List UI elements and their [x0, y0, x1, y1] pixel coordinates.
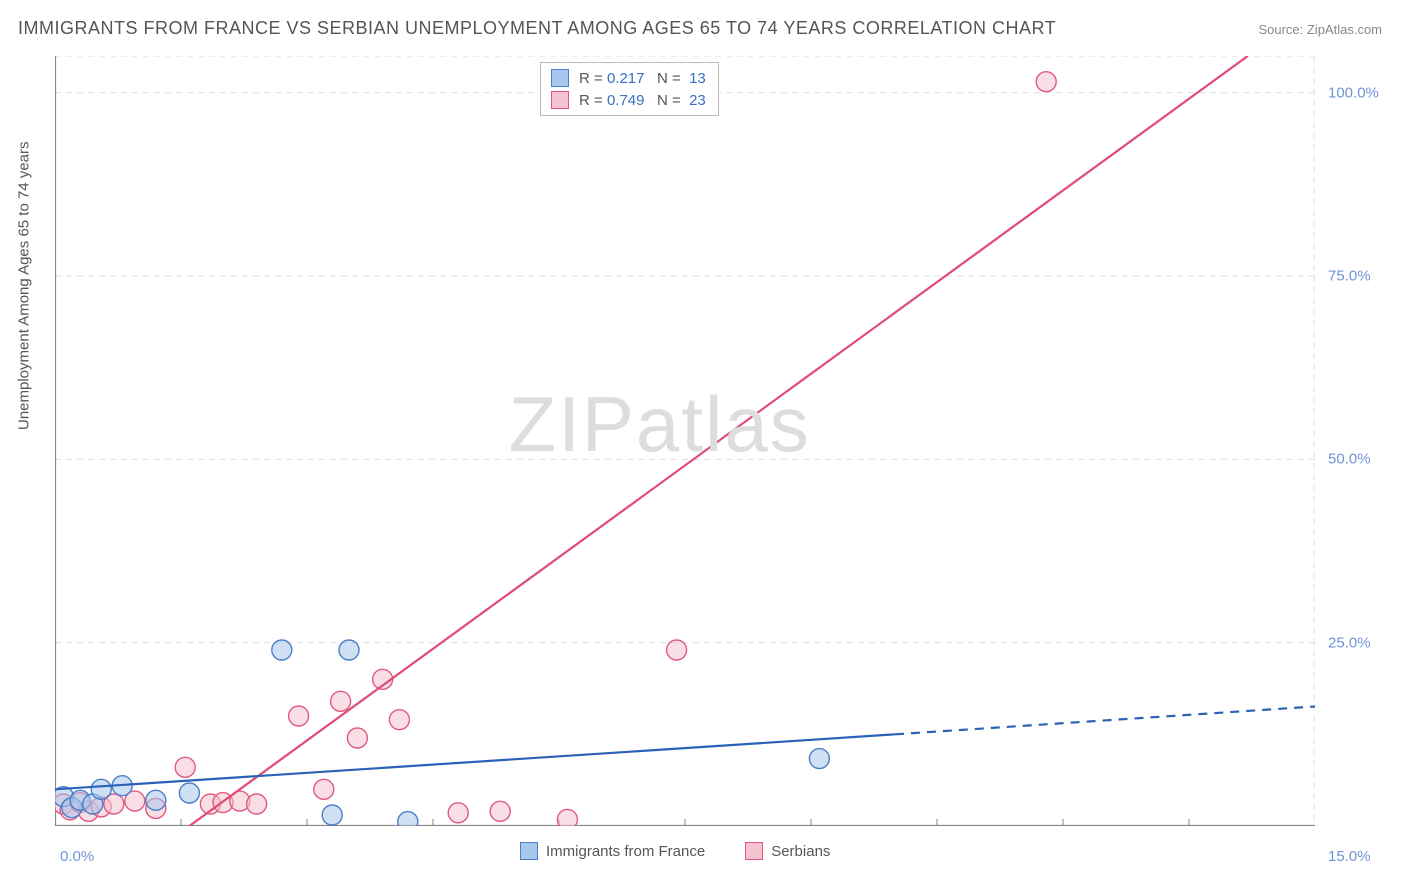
y-axis-label: Unemployment Among Ages 65 to 74 years [16, 141, 33, 430]
y-tick-label: 75.0% [1328, 268, 1371, 285]
chart-title: IMMIGRANTS FROM FRANCE VS SERBIAN UNEMPL… [18, 18, 1056, 39]
y-tick-label: 50.0% [1328, 451, 1371, 468]
x-tick-label: 0.0% [60, 848, 94, 865]
legend-label-france: Immigrants from France [546, 843, 705, 860]
legend-swatch-serbians [551, 91, 569, 109]
legend-label-serbians: Serbians [771, 843, 830, 860]
legend-swatch-france [551, 69, 569, 87]
legend-swatch-serbians [745, 842, 763, 860]
legend-swatch-france [520, 842, 538, 860]
scatter-plot [55, 56, 1315, 826]
correlation-legend: R = 0.217 N = 13 R = 0.749 N = 23 [540, 62, 719, 116]
series-legend: Immigrants from France Serbians [520, 842, 830, 860]
legend-stats-serbians: R = 0.749 N = 23 [579, 92, 706, 109]
legend-stats-france: R = 0.217 N = 13 [579, 70, 706, 87]
source-caption: Source: ZipAtlas.com [1258, 22, 1382, 37]
y-tick-label: 100.0% [1328, 84, 1379, 101]
x-tick-label: 15.0% [1328, 848, 1371, 865]
y-tick-label: 25.0% [1328, 634, 1371, 651]
